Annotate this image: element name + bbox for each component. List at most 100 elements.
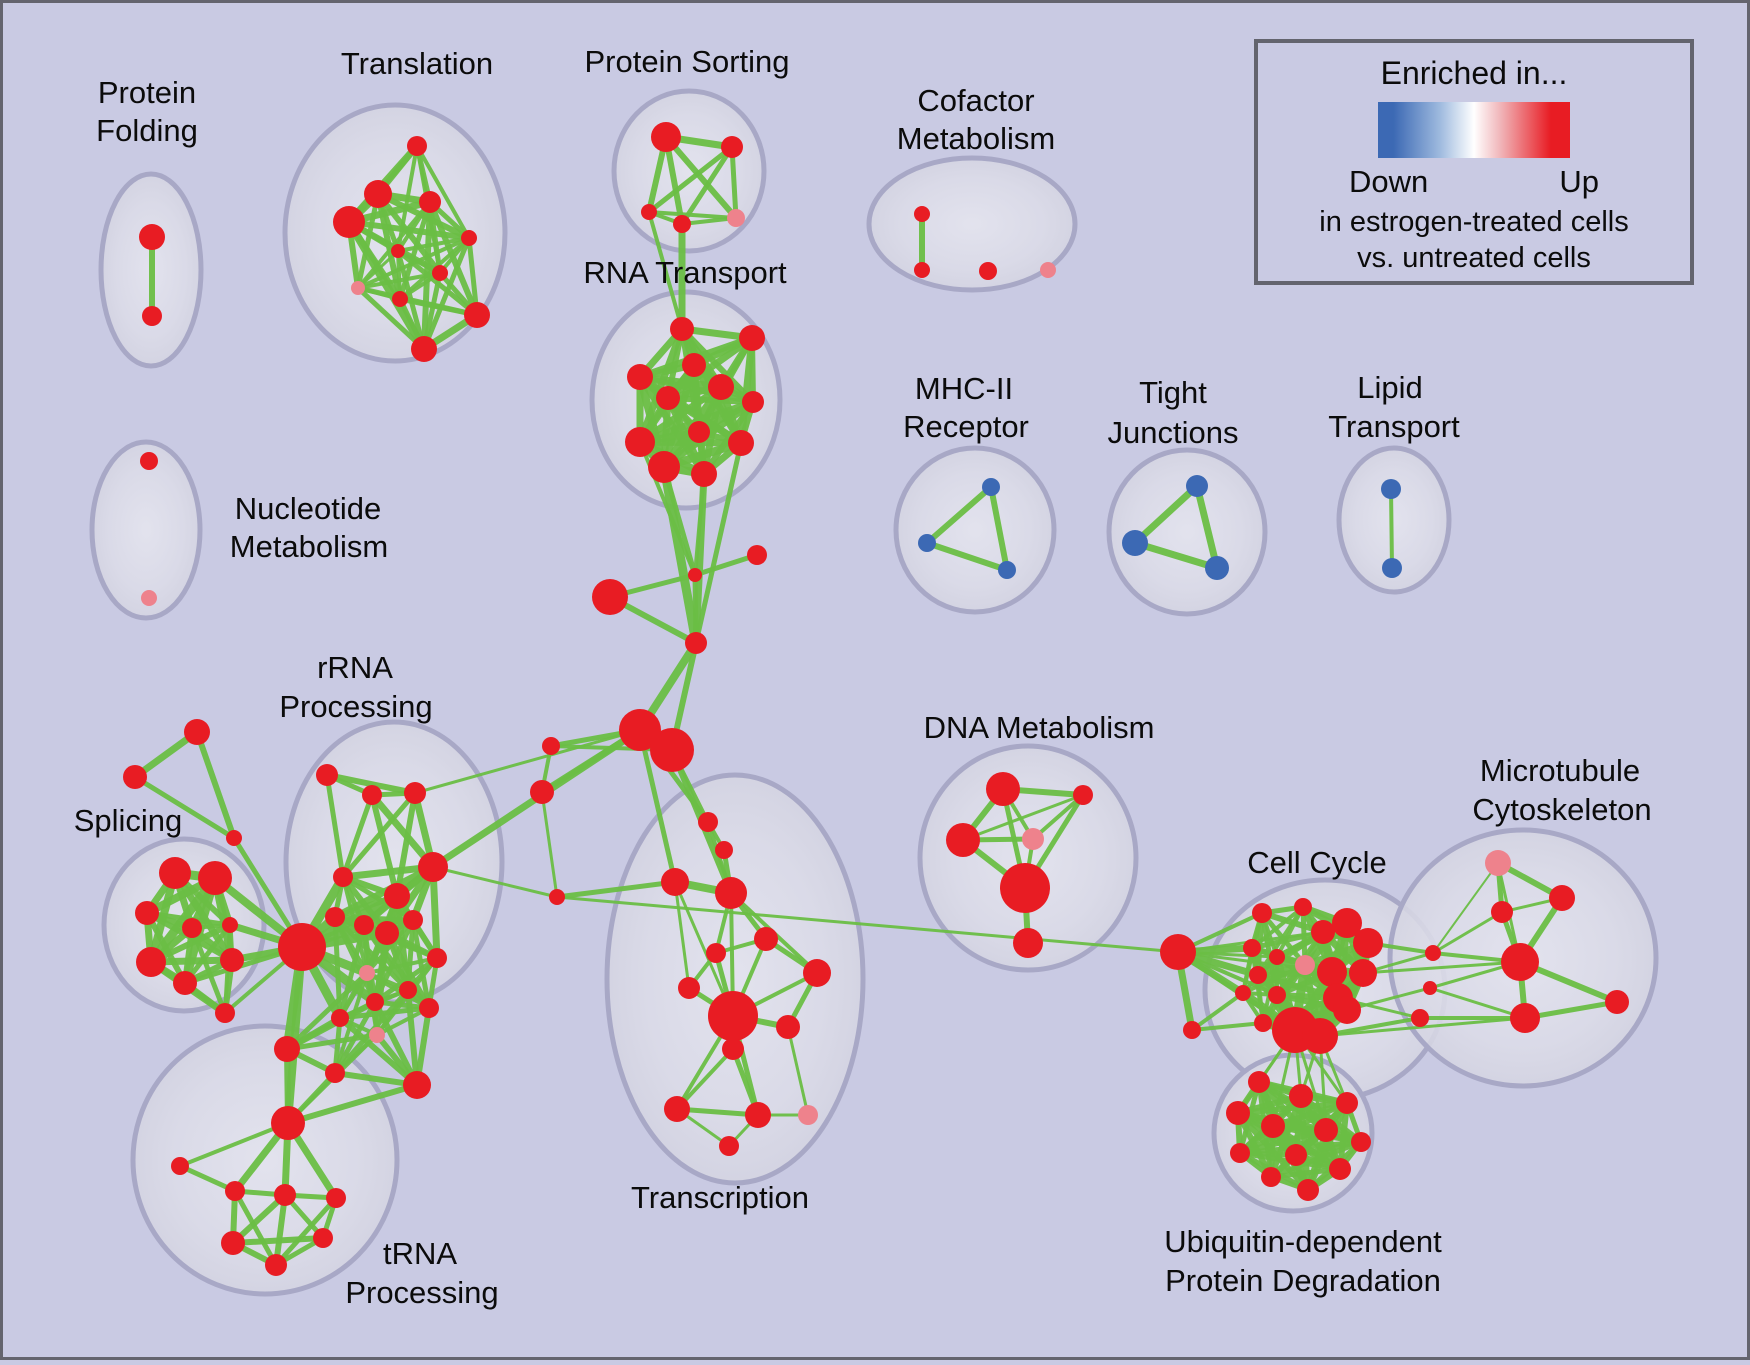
gene-set-node[interactable] xyxy=(979,262,997,280)
gene-set-node[interactable] xyxy=(265,1254,287,1276)
gene-set-node[interactable] xyxy=(982,478,1000,496)
gene-set-node[interactable] xyxy=(1040,262,1056,278)
gene-set-node[interactable] xyxy=(727,209,745,227)
gene-set-node[interactable] xyxy=(391,244,405,258)
gene-set-node[interactable] xyxy=(1186,475,1208,497)
gene-set-node[interactable] xyxy=(159,857,191,889)
gene-set-node[interactable] xyxy=(384,883,410,909)
gene-set-node[interactable] xyxy=(1381,479,1401,499)
gene-set-node[interactable] xyxy=(403,1071,431,1099)
gene-set-node[interactable] xyxy=(316,764,338,786)
gene-set-node[interactable] xyxy=(914,262,930,278)
gene-set-node[interactable] xyxy=(1160,934,1196,970)
gene-set-node[interactable] xyxy=(220,948,244,972)
gene-set-node[interactable] xyxy=(1333,996,1361,1024)
gene-set-node[interactable] xyxy=(333,867,353,887)
gene-set-node[interactable] xyxy=(1249,966,1267,984)
gene-set-node[interactable] xyxy=(182,918,202,938)
gene-set-node[interactable] xyxy=(418,852,448,882)
gene-set-node[interactable] xyxy=(1332,908,1362,938)
gene-set-node[interactable] xyxy=(419,998,439,1018)
gene-set-node[interactable] xyxy=(1254,1014,1272,1032)
gene-set-node[interactable] xyxy=(648,451,680,483)
gene-set-node[interactable] xyxy=(1000,863,1050,913)
gene-set-node[interactable] xyxy=(1501,943,1539,981)
gene-set-node[interactable] xyxy=(641,204,657,220)
gene-set-node[interactable] xyxy=(650,728,694,772)
gene-set-node[interactable] xyxy=(1297,1179,1319,1201)
gene-set-node[interactable] xyxy=(742,391,764,413)
gene-set-node[interactable] xyxy=(1243,939,1261,957)
gene-set-node[interactable] xyxy=(739,325,765,351)
gene-set-node[interactable] xyxy=(313,1228,333,1248)
gene-set-node[interactable] xyxy=(331,1009,349,1027)
gene-set-node[interactable] xyxy=(698,812,718,832)
gene-set-node[interactable] xyxy=(278,923,326,971)
gene-set-node[interactable] xyxy=(1248,1071,1270,1093)
gene-set-node[interactable] xyxy=(274,1184,296,1206)
gene-set-node[interactable] xyxy=(715,877,747,909)
gene-set-node[interactable] xyxy=(1510,1003,1540,1033)
gene-set-node[interactable] xyxy=(530,780,554,804)
gene-set-node[interactable] xyxy=(404,782,426,804)
gene-set-node[interactable] xyxy=(1353,928,1383,958)
gene-set-node[interactable] xyxy=(682,353,706,377)
gene-set-node[interactable] xyxy=(369,1027,385,1043)
gene-set-node[interactable] xyxy=(1314,1118,1338,1142)
gene-set-node[interactable] xyxy=(354,915,374,935)
gene-set-node[interactable] xyxy=(685,632,707,654)
gene-set-node[interactable] xyxy=(1485,850,1511,876)
gene-set-node[interactable] xyxy=(747,545,767,565)
gene-set-node[interactable] xyxy=(1423,981,1437,995)
gene-set-node[interactable] xyxy=(135,901,159,925)
gene-set-node[interactable] xyxy=(1261,1114,1285,1138)
gene-set-node[interactable] xyxy=(661,868,689,896)
gene-set-node[interactable] xyxy=(745,1102,771,1128)
gene-set-node[interactable] xyxy=(1311,920,1335,944)
gene-set-node[interactable] xyxy=(1329,1158,1351,1180)
gene-set-node[interactable] xyxy=(728,430,754,456)
gene-set-node[interactable] xyxy=(542,737,560,755)
gene-set-node[interactable] xyxy=(986,772,1020,806)
gene-set-node[interactable] xyxy=(399,981,417,999)
gene-set-node[interactable] xyxy=(1235,985,1251,1001)
gene-set-node[interactable] xyxy=(359,965,375,981)
gene-set-node[interactable] xyxy=(140,452,158,470)
gene-set-node[interactable] xyxy=(362,785,382,805)
gene-set-node[interactable] xyxy=(688,421,710,443)
gene-set-node[interactable] xyxy=(1302,1018,1338,1054)
gene-set-node[interactable] xyxy=(215,1003,235,1023)
gene-set-node[interactable] xyxy=(222,917,238,933)
gene-set-node[interactable] xyxy=(366,993,384,1011)
gene-set-node[interactable] xyxy=(333,206,365,238)
gene-set-node[interactable] xyxy=(364,180,392,208)
gene-set-node[interactable] xyxy=(708,991,758,1041)
gene-set-node[interactable] xyxy=(419,191,441,213)
gene-set-node[interactable] xyxy=(1549,885,1575,911)
gene-set-node[interactable] xyxy=(403,910,423,930)
gene-set-node[interactable] xyxy=(325,907,345,927)
gene-set-node[interactable] xyxy=(225,1181,245,1201)
gene-set-node[interactable] xyxy=(461,230,477,246)
gene-set-node[interactable] xyxy=(619,709,661,751)
gene-set-node[interactable] xyxy=(1285,1144,1307,1166)
gene-set-node[interactable] xyxy=(274,1036,300,1062)
gene-set-node[interactable] xyxy=(375,921,399,945)
gene-set-node[interactable] xyxy=(1073,785,1093,805)
gene-set-node[interactable] xyxy=(664,1096,690,1122)
gene-set-node[interactable] xyxy=(914,206,930,222)
gene-set-node[interactable] xyxy=(998,561,1016,579)
gene-set-node[interactable] xyxy=(427,948,447,968)
gene-set-node[interactable] xyxy=(1336,1092,1358,1114)
gene-set-node[interactable] xyxy=(721,136,743,158)
gene-set-node[interactable] xyxy=(171,1157,189,1175)
gene-set-node[interactable] xyxy=(1294,898,1312,916)
gene-set-node[interactable] xyxy=(1411,1009,1429,1027)
gene-set-node[interactable] xyxy=(708,374,734,400)
gene-set-node[interactable] xyxy=(776,1015,800,1039)
gene-set-node[interactable] xyxy=(1122,530,1148,556)
gene-set-node[interactable] xyxy=(592,579,628,615)
gene-set-node[interactable] xyxy=(142,306,162,326)
gene-set-node[interactable] xyxy=(715,841,733,859)
gene-set-node[interactable] xyxy=(139,224,165,250)
